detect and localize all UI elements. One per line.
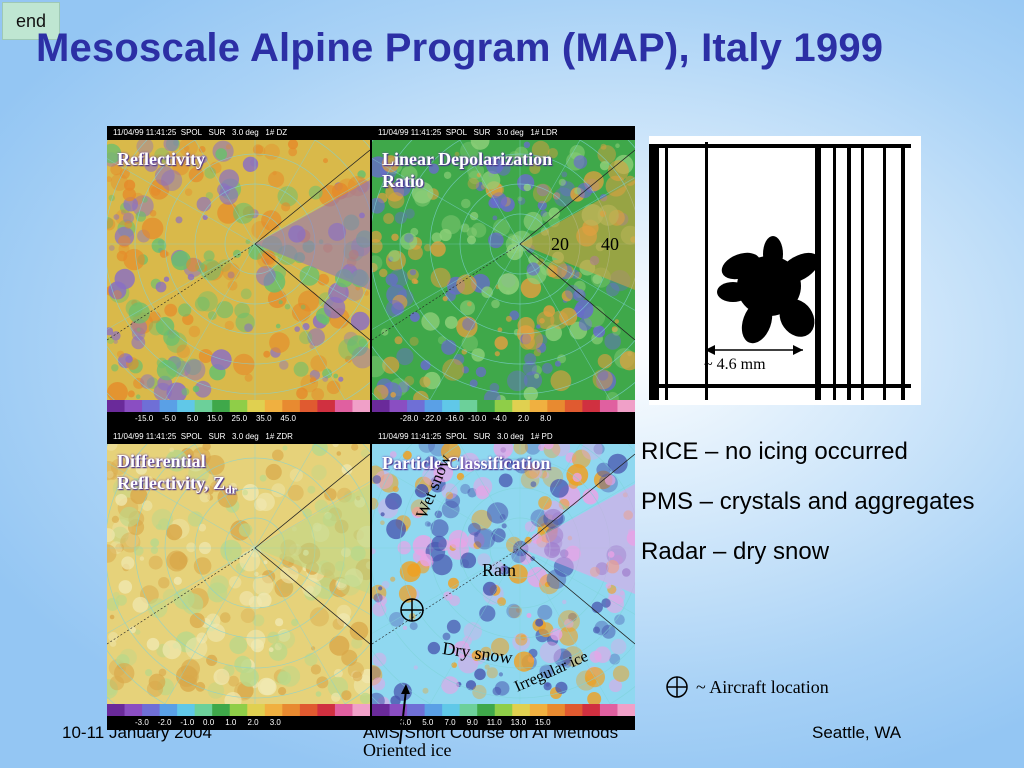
panel-header: 11/04/99 11:41:25 SPOL SUR 3.0 deg 1# PD <box>372 430 635 444</box>
oriented-ice-label: Oriented ice <box>363 740 452 760</box>
panel-label: Reflectivity <box>117 149 205 169</box>
ldr-panel: 11/04/99 11:41:25 SPOL SUR 3.0 deg 1# LD… <box>372 126 635 426</box>
colorbar <box>107 400 370 412</box>
scale-labels: -3.0 -2.0 -1.0 0.0 1.0 2.0 3.0 <box>107 716 370 730</box>
ldr-map <box>372 140 635 400</box>
panel-label-line2: Ratio <box>382 171 424 191</box>
fact-radar: Radar – dry snow <box>641 538 830 565</box>
snowflake-image <box>649 136 921 405</box>
panel-label-line2: Reflectivity, Z <box>117 473 225 493</box>
zdr-panel: 11/04/99 11:41:25 SPOL SUR 3.0 deg 1# ZD… <box>107 430 370 730</box>
slide-title: Mesoscale Alpine Program (MAP), Italy 19… <box>36 26 884 70</box>
fact-rice: RICE – no icing occurred <box>641 438 908 465</box>
scale-labels: 3.0 5.0 7.0 9.0 11.0 13.0 15.0 <box>372 716 635 730</box>
panel-label: Differential Reflectivity, Zdr <box>117 450 237 501</box>
footer-location: Seattle, WA <box>812 723 902 742</box>
colorbar <box>107 704 370 716</box>
fact-pms: PMS – crystals and aggregates <box>641 488 975 515</box>
aircraft-location-icon <box>400 598 424 622</box>
panel-label: Particle Classification <box>382 453 551 473</box>
scale-labels: -28.0 -22.0 -16.0 -10.0 -4.0 2.0 8.0 <box>372 412 635 426</box>
panel-label-line1: Linear Depolarization <box>382 149 553 169</box>
zdr-map <box>107 444 370 704</box>
panel-header: 11/04/99 11:41:25 SPOL SUR 3.0 deg 1# DZ <box>107 126 370 140</box>
panel-header: 11/04/99 11:41:25 SPOL SUR 3.0 deg 1# ZD… <box>107 430 370 444</box>
footer-date: 10-11 January 2004 <box>62 723 212 742</box>
footer-course: AMS Short Course on AI Methods <box>363 723 619 742</box>
panel-label: Linear Depolarization Ratio <box>382 148 552 192</box>
colorbar <box>372 704 635 716</box>
rain-label: Rain <box>482 560 516 580</box>
aircraft-legend: ~ Aircraft location <box>664 674 829 700</box>
ldr-value-20: 20 <box>551 234 569 254</box>
reflectivity-panel: 11/04/99 11:41:25 SPOL SUR 3.0 deg 1# DZ… <box>107 126 370 426</box>
legend-text: ~ Aircraft location <box>696 676 829 697</box>
panel-header: 11/04/99 11:41:25 SPOL SUR 3.0 deg 1# LD… <box>372 126 635 140</box>
classification-map <box>372 444 635 704</box>
panel-label-subscript: dr <box>224 482 237 497</box>
observation-facts: RICE – no icing occurred PMS – crystals … <box>641 436 1001 586</box>
aircraft-location-icon <box>666 676 688 698</box>
end-button[interactable]: end <box>2 2 60 40</box>
reflectivity-map <box>107 140 370 400</box>
radar-panels: 11/04/99 11:41:25 SPOL SUR 3.0 deg 1# DZ… <box>107 126 635 730</box>
snowflake-scale-label: ~ 4.6 mm <box>704 356 766 373</box>
classification-panel: 11/04/99 11:41:25 SPOL SUR 3.0 deg 1# PD… <box>372 430 635 730</box>
scale-labels: -15.0 -5.0 5.0 15.0 25.0 35.0 45.0 <box>107 412 370 426</box>
panel-label-line1: Differential <box>117 451 206 471</box>
oriented-ice-arrow-icon <box>399 684 410 745</box>
ldr-value-40: 40 <box>601 234 619 254</box>
colorbar <box>372 400 635 412</box>
